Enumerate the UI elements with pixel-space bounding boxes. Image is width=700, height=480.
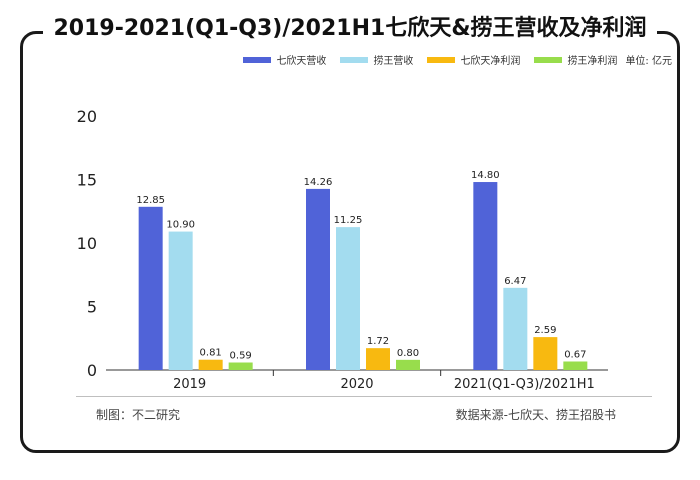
bar — [503, 287, 528, 370]
data-label: 0.80 — [397, 348, 419, 359]
legend-item-qixintian-revenue: 七欣天营收 — [243, 52, 326, 67]
x-tick-label: 2021(Q1-Q3)/2021H1 — [454, 377, 595, 392]
title-wrap: 2019-2021(Q1-Q3)/2021H1七欣天&捞王营收及净利润 — [0, 10, 700, 42]
legend-label-qixintian-revenue: 七欣天营收 — [276, 56, 327, 67]
x-tick-label: 2020 — [340, 377, 373, 392]
y-tick-label: 5 — [87, 298, 97, 317]
footer-credit: 制图：不二研究 — [96, 408, 181, 422]
legend-item-qixintian-profit: 七欣天净利润 — [427, 52, 520, 67]
data-label: 12.85 — [136, 195, 165, 206]
data-label: 0.59 — [230, 351, 252, 362]
y-tick-label: 10 — [77, 234, 97, 253]
bar — [138, 206, 163, 370]
legend-item-laowang-revenue: 捞王营收 — [340, 52, 413, 67]
bar — [533, 337, 558, 370]
y-tick-label: 15 — [77, 171, 97, 190]
footer-source: 数据来源-七欣天、捞王招股书 — [455, 408, 616, 422]
bar — [168, 231, 193, 370]
legend-swatch-qixintian-revenue — [243, 56, 272, 63]
bar — [198, 359, 223, 370]
legend-label-qixintian-profit: 七欣天净利润 — [460, 56, 521, 67]
data-label: 14.80 — [471, 170, 500, 181]
y-tick-label: 20 — [77, 107, 97, 126]
bar — [473, 182, 498, 370]
legend-label-laowang-revenue: 捞王营收 — [373, 56, 414, 67]
bar — [306, 188, 330, 370]
bar — [336, 227, 360, 370]
data-label: 1.72 — [367, 336, 389, 347]
bar — [366, 348, 390, 370]
data-label: 11.25 — [334, 215, 363, 226]
y-tick-label: 0 — [87, 361, 97, 380]
legend: 七欣天营收 捞王营收 七欣天净利润 捞王净利润 单位: 亿元 — [229, 52, 672, 67]
chart-title: 2019-2021(Q1-Q3)/2021H1七欣天&捞王营收及净利润 — [43, 10, 657, 42]
data-label: 14.26 — [304, 177, 333, 188]
x-tick-label: 2019 — [173, 377, 206, 392]
legend-label-laowang-profit: 捞王净利润 — [567, 56, 618, 67]
legend-item-laowang-profit: 捞王净利润 — [534, 52, 617, 67]
bar — [396, 359, 420, 370]
data-label: 6.47 — [504, 276, 526, 287]
bar — [228, 362, 253, 370]
data-label: 10.90 — [166, 220, 195, 231]
data-label: 2.59 — [534, 325, 556, 336]
legend-swatch-laowang-revenue — [340, 56, 369, 63]
data-label: 0.81 — [200, 348, 222, 359]
unit-label: 单位: 亿元 — [625, 56, 672, 67]
legend-swatch-qixintian-profit — [427, 56, 456, 63]
legend-swatch-laowang-profit — [534, 56, 563, 63]
data-label: 0.67 — [564, 349, 586, 360]
bar — [563, 361, 588, 370]
footer-divider — [76, 396, 652, 397]
